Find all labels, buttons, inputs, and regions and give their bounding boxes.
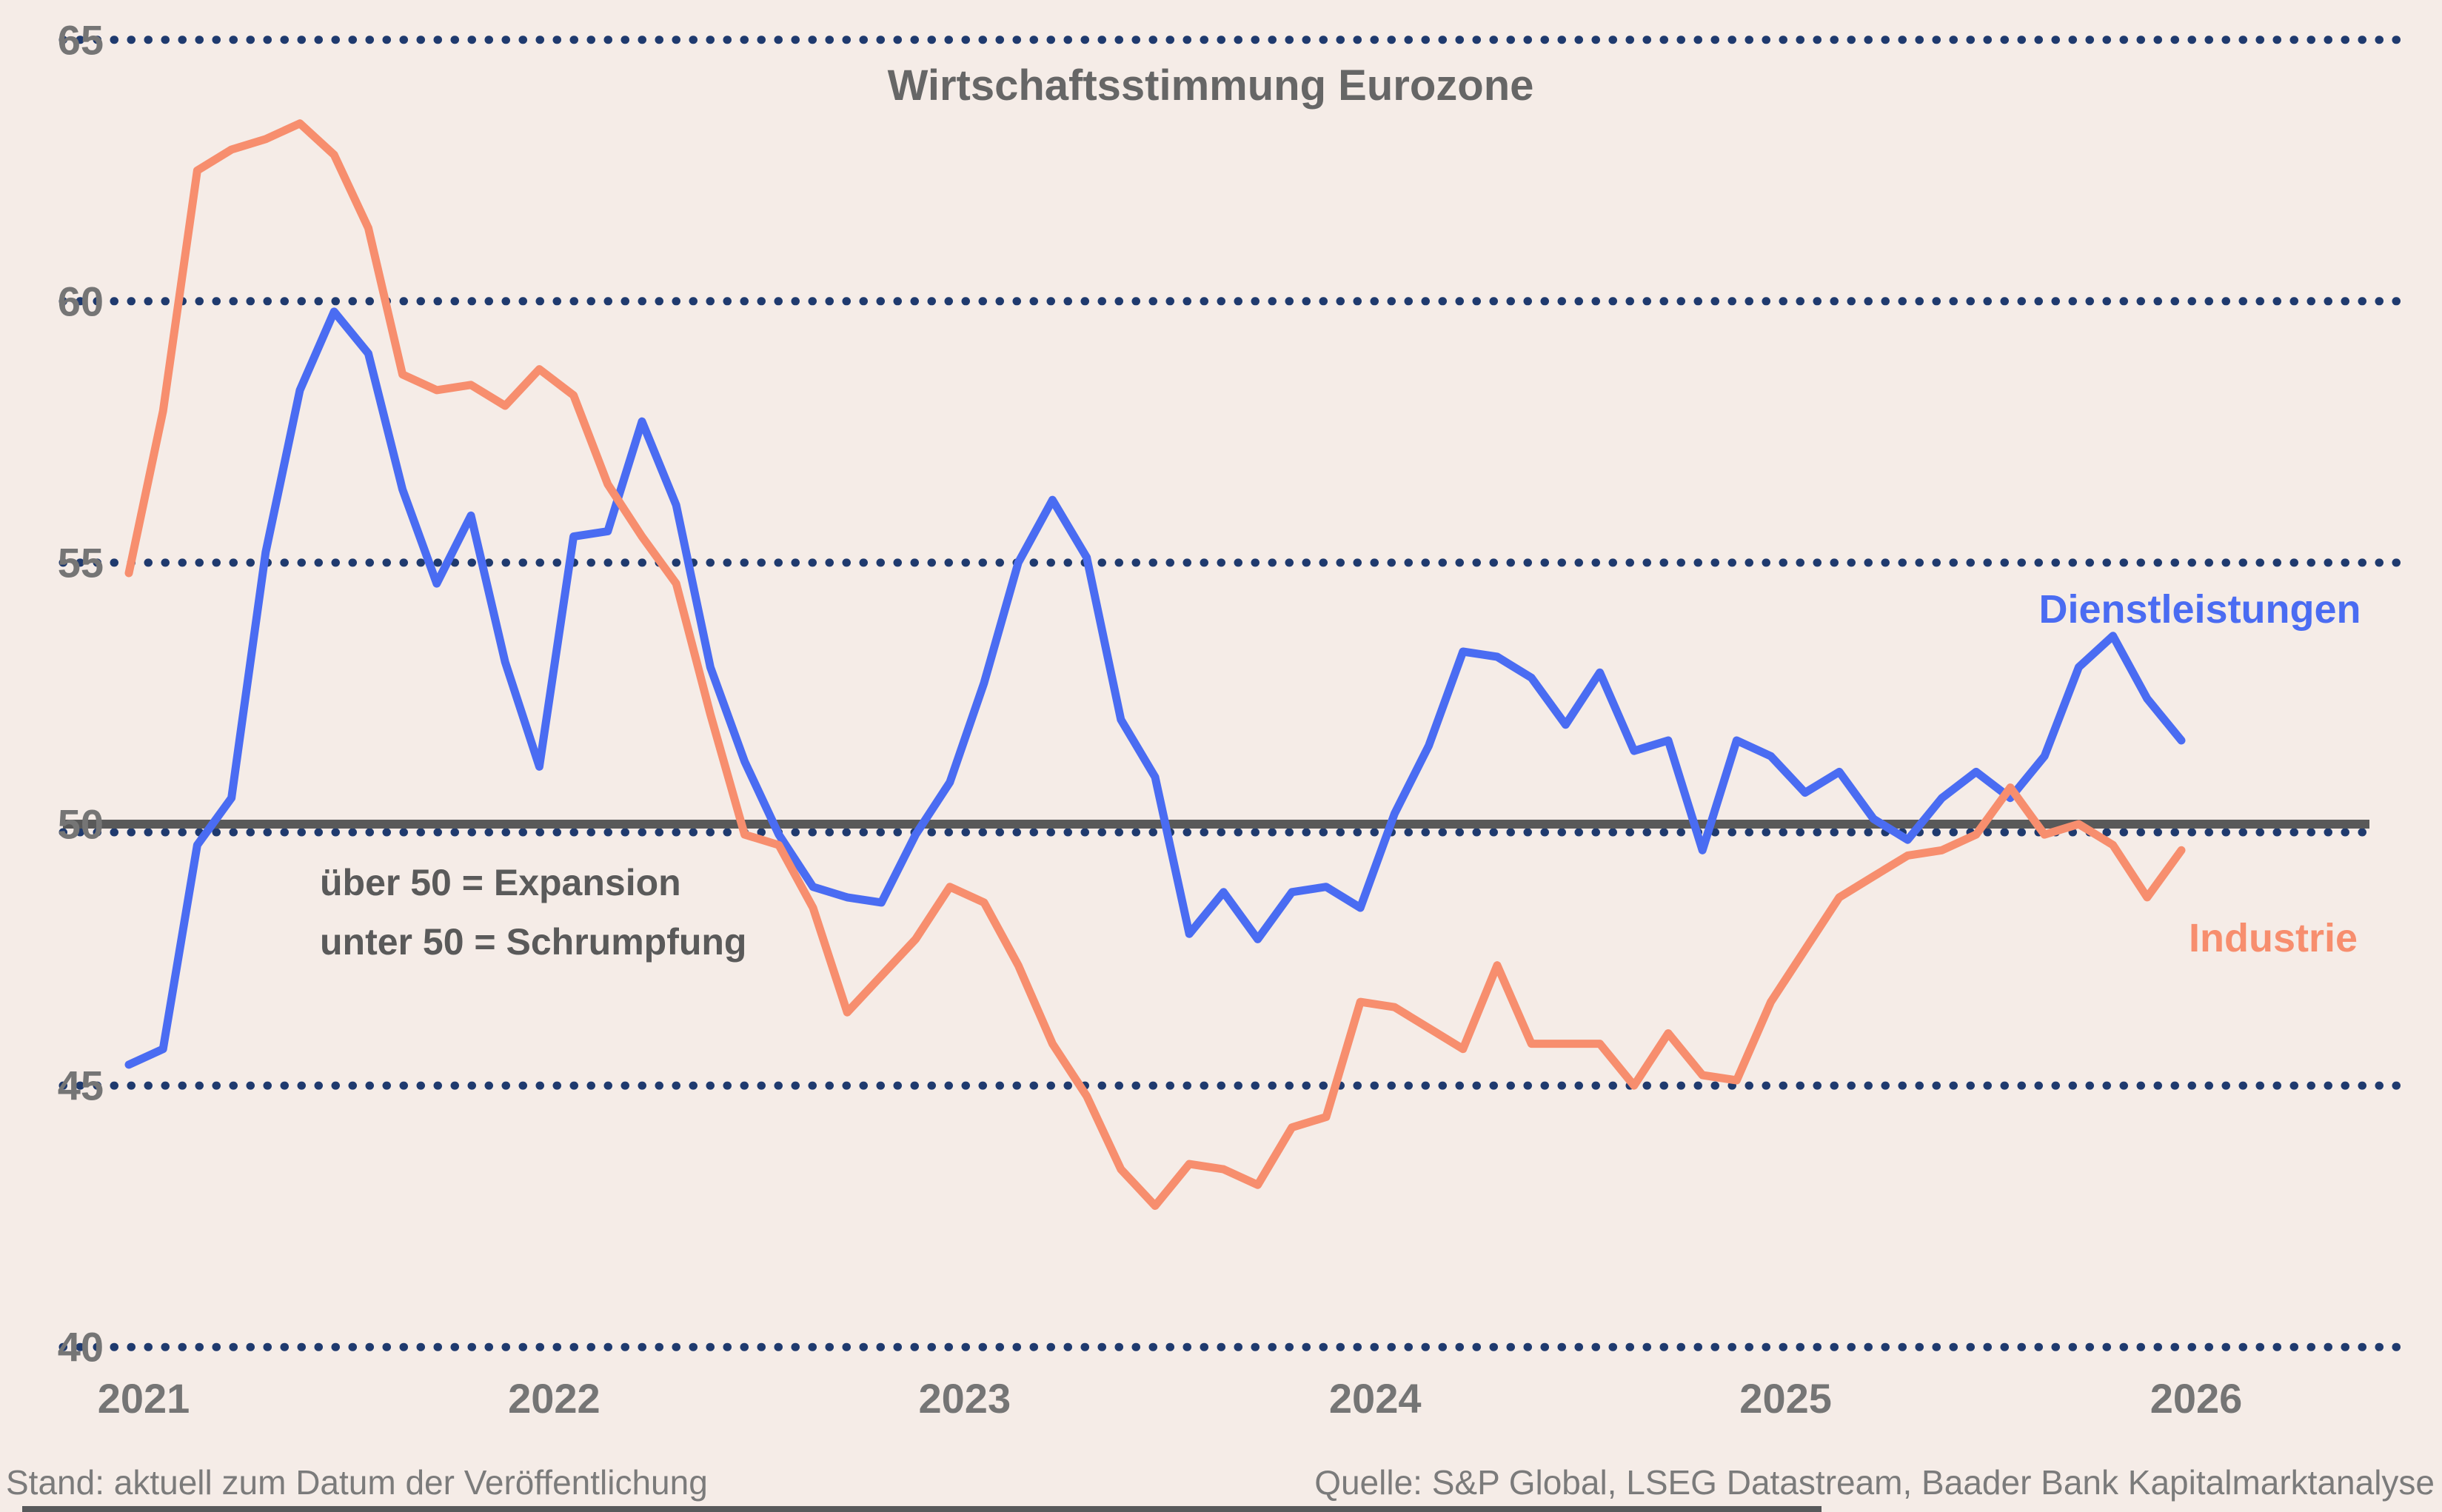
x-tick-2022: 2022 [508,1375,601,1422]
series-label-dienstleistungen: Dienstleistungen [2038,587,2361,632]
footer-source-note: Quelle: S&P Global, LSEG Datastream, Baa… [1314,1463,2435,1502]
annotation-schrumpfung: unter 50 = Schrumpfung [320,921,747,963]
industry-line [124,119,2186,1210]
baseline-annotation: über 50 = Expansion unter 50 = Schrumpfu… [320,853,746,971]
services-line [124,307,2186,1069]
y-tick-40: 40 [57,1323,104,1371]
chart-title: Wirtschaftsstimmung Eurozone [887,61,1534,110]
y-tick-45: 45 [57,1062,104,1109]
x-tick-2025: 2025 [1739,1375,1832,1422]
annotation-expansion: über 50 = Expansion [320,862,681,903]
y-tick-65: 65 [57,16,104,64]
y-tick-60: 60 [57,278,104,325]
x-tick-2024: 2024 [1328,1375,1422,1422]
footer-stand-note: Stand: aktuell zum Datum der Veröffentli… [6,1463,708,1502]
gridlines [58,36,2417,1351]
x-tick-2026: 2026 [2150,1375,2243,1422]
y-tick-55: 55 [57,539,104,586]
bottom-divider-bar [22,1506,1822,1512]
x-tick-2023: 2023 [918,1375,1011,1422]
x-tick-2021: 2021 [97,1375,190,1422]
series-label-industrie: Industrie [2188,916,2358,960]
y-tick-50: 50 [57,800,104,848]
